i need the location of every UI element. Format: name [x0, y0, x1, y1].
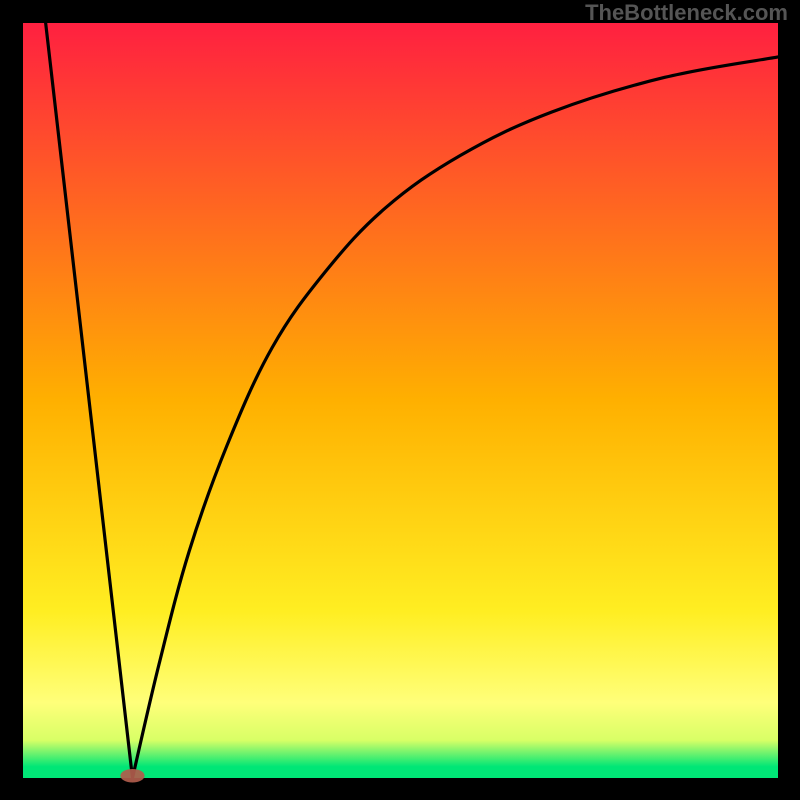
chart-container: TheBottleneck.com	[0, 0, 800, 800]
nadir-marker	[120, 769, 144, 783]
watermark-text: TheBottleneck.com	[585, 0, 788, 26]
plot-svg	[0, 0, 800, 800]
plot-background	[23, 23, 778, 778]
